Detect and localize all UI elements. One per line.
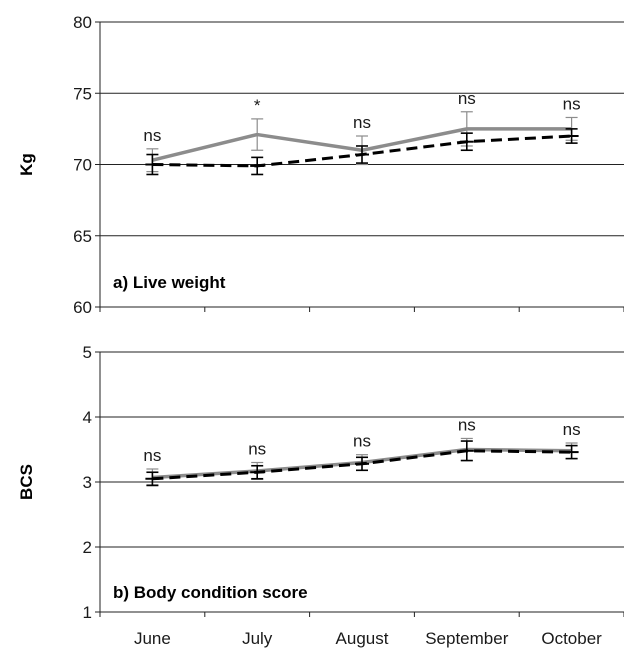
panel-label: a) Live weight xyxy=(113,273,226,292)
y-tick-label: 75 xyxy=(73,84,92,103)
x-tick-label: October xyxy=(541,629,602,648)
significance-label: ns xyxy=(143,126,161,145)
y-tick-label: 5 xyxy=(83,343,92,362)
significance-label: * xyxy=(254,96,261,115)
x-axis: June July August September October xyxy=(134,629,602,648)
panel-label: b) Body condition score xyxy=(113,583,308,602)
y-tick-label: 60 xyxy=(73,298,92,317)
x-tick-label: August xyxy=(336,629,389,648)
y-tick-label: 4 xyxy=(83,408,92,427)
y-tick-label: 2 xyxy=(83,538,92,557)
panel-a-live-weight: 60 65 70 75 80 Kg ns * ns ns ns a) Live weight xyxy=(17,13,624,317)
y-axis-title: BCS xyxy=(17,464,36,500)
significance-label: ns xyxy=(143,446,161,465)
y-tick-label: 3 xyxy=(83,473,92,492)
significance-label: ns xyxy=(353,113,371,132)
x-tick-label: July xyxy=(242,629,273,648)
y-tick-label: 80 xyxy=(73,13,92,32)
y-tick-label: 70 xyxy=(73,156,92,175)
y-axis-title: Kg xyxy=(17,153,36,176)
significance-label: ns xyxy=(458,415,476,434)
x-tick-label: June xyxy=(134,629,171,648)
y-tick-label: 65 xyxy=(73,227,92,246)
significance-label: ns xyxy=(353,432,371,451)
significance-label: ns xyxy=(563,94,581,113)
significance-label: ns xyxy=(563,420,581,439)
significance-label: ns xyxy=(458,89,476,108)
significance-label: ns xyxy=(248,440,266,459)
x-tick-label: September xyxy=(425,629,508,648)
y-tick-label: 1 xyxy=(83,603,92,622)
panel-b-body-condition-score: 1 2 3 4 5 BCS ns ns ns ns ns b) Body condition scor… xyxy=(17,343,624,622)
